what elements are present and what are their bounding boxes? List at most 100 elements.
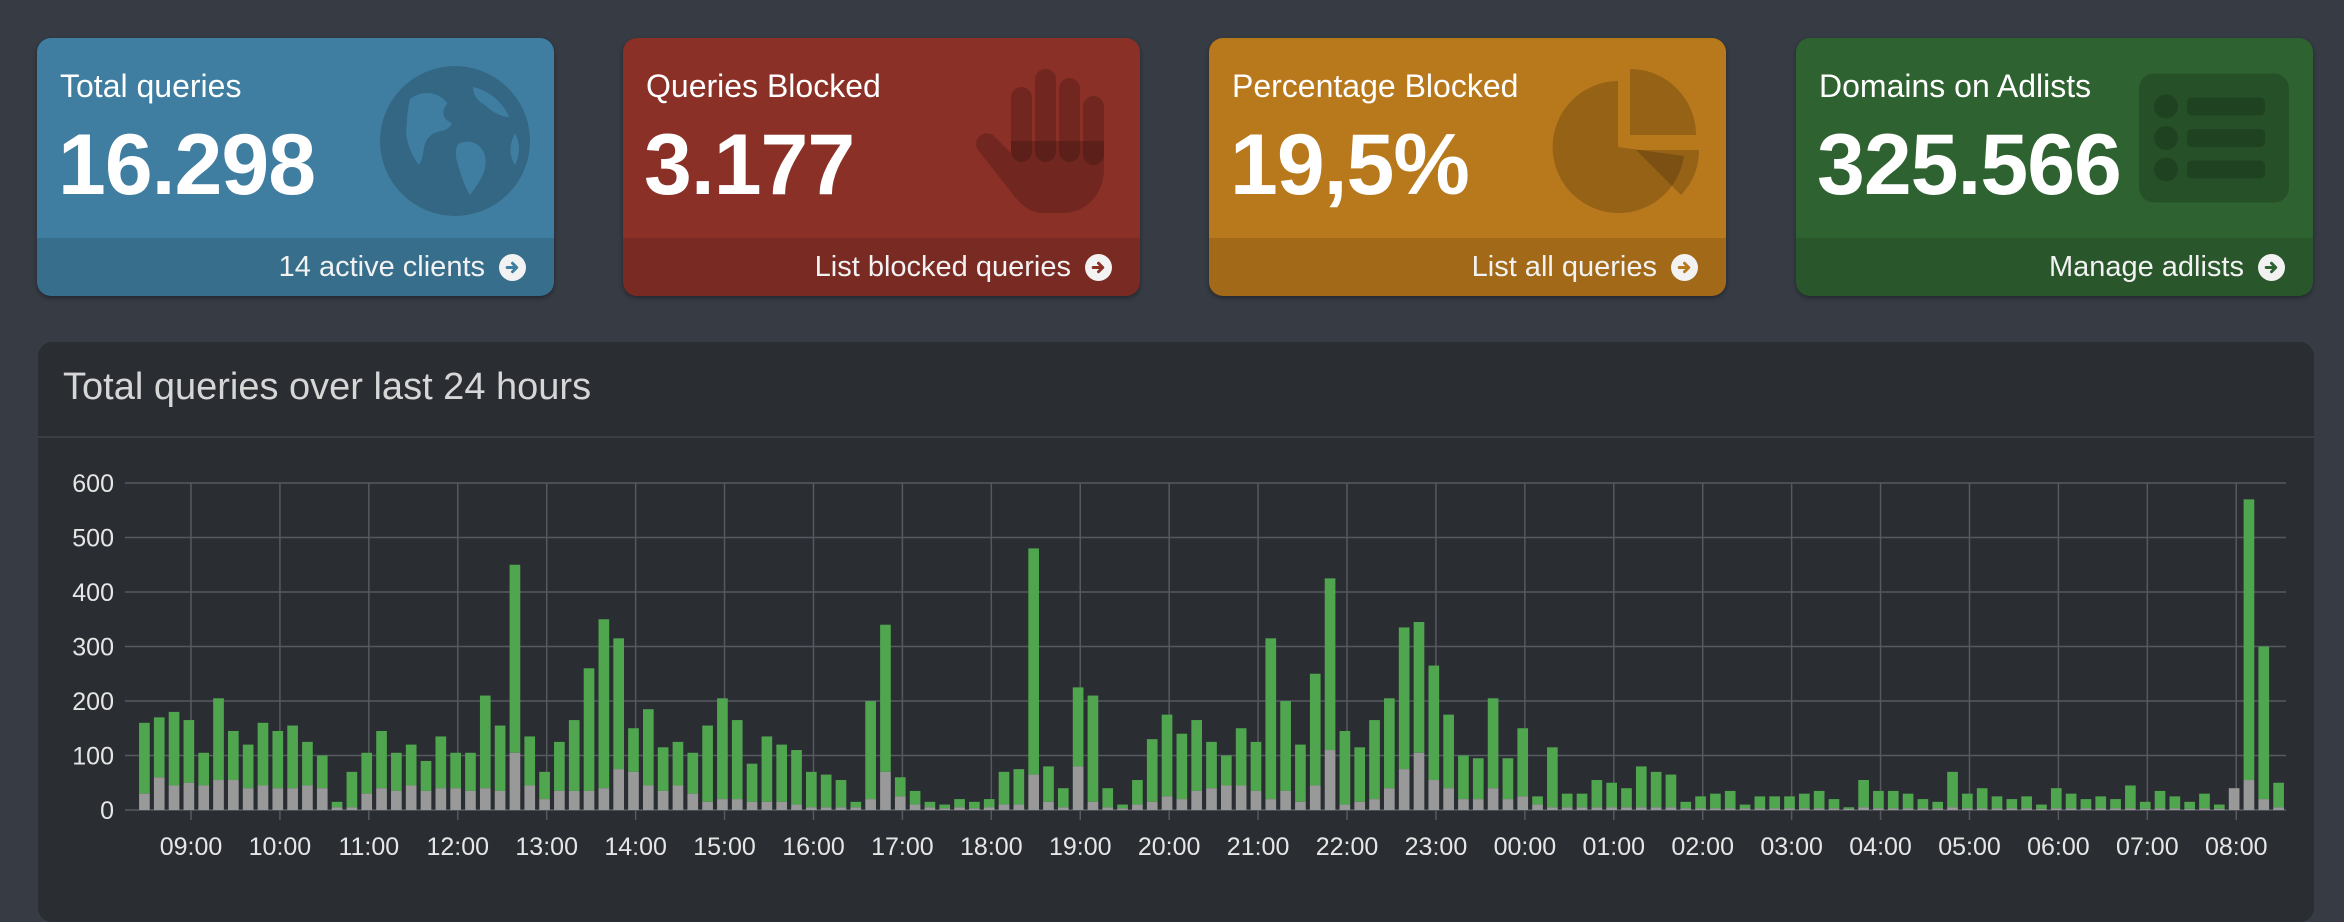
permitted-bar[interactable] [1487,698,1499,789]
permitted-bar[interactable] [1976,788,1988,809]
permitted-bar[interactable] [1354,747,1366,802]
permitted-bar[interactable] [2243,499,2255,781]
blocked-bar[interactable] [168,785,180,810]
permitted-bar[interactable] [1043,766,1054,802]
permitted-bar[interactable] [880,624,891,772]
blocked-bar[interactable] [731,799,743,810]
blocked-bar[interactable] [479,788,491,810]
blocked-bar[interactable] [761,801,773,810]
blocked-bar[interactable] [628,771,639,810]
blocked-bar[interactable] [2006,808,2018,810]
permitted-bar[interactable] [954,799,965,808]
permitted-bar[interactable] [850,801,862,808]
blocked-bar[interactable] [2139,808,2151,810]
permitted-bar[interactable] [213,698,224,781]
blocked-bar[interactable] [909,804,921,810]
permitted-bar[interactable] [287,725,298,789]
blocked-bar[interactable] [539,799,550,810]
permitted-bar[interactable] [139,722,150,794]
list-all-queries-link[interactable]: List all queries [1209,238,1726,296]
blocked-bar[interactable] [1710,808,1721,810]
permitted-bar[interactable] [2213,804,2225,809]
blocked-bar[interactable] [1517,796,1529,810]
permitted-bar[interactable] [1295,744,1306,802]
blocked-bar[interactable] [198,785,210,810]
blocked-bar[interactable] [1813,808,1825,810]
permitted-bar[interactable] [435,736,447,789]
permitted-bar[interactable] [391,752,402,791]
permitted-bar[interactable] [2050,788,2062,809]
permitted-bar[interactable] [1591,780,1603,808]
permitted-bar[interactable] [1235,728,1247,786]
permitted-bar[interactable] [806,771,817,808]
blocked-bar[interactable] [1176,799,1188,810]
blocked-bar[interactable] [954,807,965,810]
blocked-bar[interactable] [2021,808,2032,810]
permitted-bar[interactable] [702,725,713,802]
blocked-bar[interactable] [391,790,402,810]
permitted-bar[interactable] [2139,801,2151,809]
permitted-bar[interactable] [1710,793,1721,809]
permitted-bar[interactable] [791,750,802,805]
permitted-bar[interactable] [479,695,491,789]
blocked-bar[interactable] [1146,801,1158,810]
permitted-bar[interactable] [1146,739,1158,802]
permitted-bar[interactable] [1369,720,1380,800]
blocked-bar[interactable] [1280,790,1291,810]
blocked-bar[interactable] [1784,808,1795,810]
blocked-bar[interactable] [2125,808,2136,810]
permitted-bar[interactable] [568,720,580,791]
permitted-bar[interactable] [361,752,373,794]
blocked-bar[interactable] [2065,808,2077,810]
blocked-bar[interactable] [1843,808,1855,810]
blocked-bar[interactable] [242,788,254,810]
blocked-bar[interactable] [998,804,1010,810]
blocked-bar[interactable] [450,788,461,810]
blocked-bar[interactable] [1724,808,1736,810]
list-blocked-queries-link[interactable]: List blocked queries [623,238,1140,296]
blocked-bar[interactable] [331,807,343,810]
permitted-bar[interactable] [1887,790,1899,809]
permitted-bar[interactable] [1280,701,1291,791]
blocked-bar[interactable] [1220,785,1232,810]
blocked-bar[interactable] [894,796,906,810]
permitted-bar[interactable] [1621,788,1632,808]
blocked-bar[interactable] [1250,790,1262,810]
blocked-bar[interactable] [2154,808,2166,810]
blocked-bar[interactable] [554,790,565,810]
permitted-bar[interactable] [1117,804,1128,809]
permitted-bar[interactable] [1695,796,1706,809]
blocked-bar[interactable] [1650,807,1662,810]
blocked-bar[interactable] [1235,785,1247,810]
permitted-bar[interactable] [405,744,417,786]
permitted-bar[interactable] [642,709,654,786]
blocked-bar[interactable] [865,799,876,810]
blocked-bar[interactable] [820,807,832,810]
permitted-bar[interactable] [1458,755,1469,800]
permitted-bar[interactable] [198,752,210,786]
permitted-bar[interactable] [717,698,728,800]
permitted-bar[interactable] [1828,799,1840,809]
blocked-bar[interactable] [1932,808,1944,810]
permitted-bar[interactable] [820,774,832,808]
blocked-bar[interactable] [1458,799,1469,810]
permitted-bar[interactable] [524,736,536,786]
blocked-bar[interactable] [2243,780,2255,810]
permitted-bar[interactable] [420,760,432,791]
permitted-bar[interactable] [909,790,921,805]
permitted-bar[interactable] [1665,774,1677,808]
permitted-bar[interactable] [2154,790,2166,809]
permitted-bar[interactable] [1443,714,1454,789]
blocked-bar[interactable] [939,808,951,810]
permitted-bar[interactable] [1413,621,1425,753]
blocked-bar[interactable] [346,807,358,810]
blocked-bar[interactable] [1132,804,1143,810]
blocked-bar[interactable] [435,788,447,810]
permitted-bar[interactable] [376,730,387,789]
permitted-bar[interactable] [539,771,550,800]
permitted-bar[interactable] [1858,780,1869,808]
permitted-bar[interactable] [1517,728,1529,797]
blocked-bar[interactable] [1413,752,1425,810]
permitted-bar[interactable] [598,619,610,789]
blocked-bar[interactable] [376,788,387,810]
